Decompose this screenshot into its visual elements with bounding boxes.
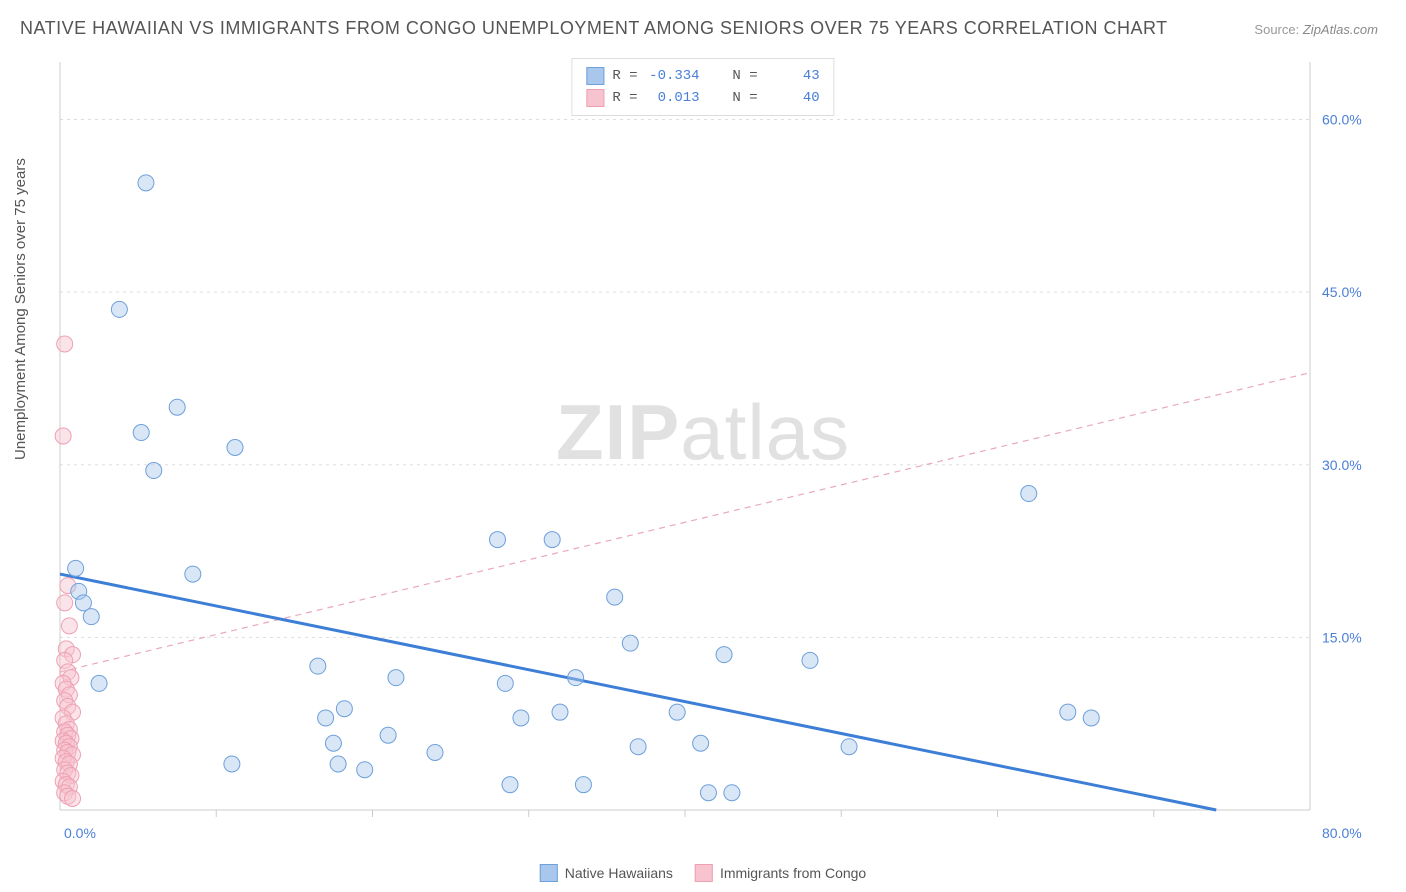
data-point [802, 652, 818, 668]
swatch-series-1 [586, 89, 604, 107]
trend-line [60, 373, 1310, 672]
data-point [1021, 486, 1037, 502]
data-point [568, 670, 584, 686]
data-point [724, 785, 740, 801]
data-point [1083, 710, 1099, 726]
data-point [133, 425, 149, 441]
source-label: Source: [1254, 22, 1299, 37]
data-point [111, 301, 127, 317]
data-point [380, 727, 396, 743]
data-point [55, 428, 71, 444]
data-point [427, 744, 443, 760]
data-point [575, 777, 591, 793]
swatch-legend-0 [540, 864, 558, 882]
data-point [310, 658, 326, 674]
scatter-chart-svg: 15.0% 30.0% 45.0% 60.0% 0.0% 80.0% [50, 52, 1380, 852]
y-tick-label: 15.0% [1322, 629, 1362, 645]
trend-line [60, 574, 1216, 810]
data-point [325, 735, 341, 751]
data-point [68, 560, 84, 576]
legend-label-1: Immigrants from Congo [720, 865, 866, 881]
data-point [83, 609, 99, 625]
legend-item-1: Immigrants from Congo [695, 864, 866, 882]
data-point [57, 595, 73, 611]
data-point [388, 670, 404, 686]
data-point [224, 756, 240, 772]
data-point [227, 440, 243, 456]
data-point [693, 735, 709, 751]
data-point [330, 756, 346, 772]
r-prefix: R = [612, 87, 637, 109]
data-point [669, 704, 685, 720]
data-point [497, 675, 513, 691]
chart-area: 15.0% 30.0% 45.0% 60.0% 0.0% 80.0% [50, 52, 1380, 852]
source-attribution: Source: ZipAtlas.com [1254, 22, 1378, 37]
source-value: ZipAtlas.com [1303, 22, 1378, 37]
data-point [607, 589, 623, 605]
r-prefix: R = [612, 65, 637, 87]
n-prefix: N = [732, 65, 757, 87]
r-value-1: 0.013 [646, 87, 700, 109]
data-point [169, 399, 185, 415]
r-value-0: -0.334 [646, 65, 700, 87]
swatch-legend-1 [695, 864, 713, 882]
data-point [146, 463, 162, 479]
correlation-row-0: R = -0.334 N = 43 [586, 65, 819, 87]
data-point [630, 739, 646, 755]
correlation-row-1: R = 0.013 N = 40 [586, 87, 819, 109]
n-value-0: 43 [766, 65, 820, 87]
data-point [700, 785, 716, 801]
y-tick-label: 60.0% [1322, 112, 1362, 128]
data-point [91, 675, 107, 691]
data-point [513, 710, 529, 726]
chart-title: NATIVE HAWAIIAN VS IMMIGRANTS FROM CONGO… [20, 18, 1168, 39]
n-value-1: 40 [766, 87, 820, 109]
data-point [185, 566, 201, 582]
data-point [65, 790, 81, 806]
data-point [357, 762, 373, 778]
data-point [61, 618, 77, 634]
data-point [138, 175, 154, 191]
data-point [1060, 704, 1076, 720]
series-legend: Native Hawaiians Immigrants from Congo [540, 864, 866, 882]
y-tick-label: 30.0% [1322, 457, 1362, 473]
x-tick-label: 80.0% [1322, 825, 1362, 841]
data-point [716, 647, 732, 663]
data-point [544, 532, 560, 548]
data-point [552, 704, 568, 720]
y-tick-label: 45.0% [1322, 284, 1362, 300]
y-axis-label: Unemployment Among Seniors over 75 years [12, 158, 29, 460]
data-point [502, 777, 518, 793]
data-point [336, 701, 352, 717]
data-point [318, 710, 334, 726]
data-point [622, 635, 638, 651]
x-tick-label: 0.0% [64, 825, 96, 841]
data-point [490, 532, 506, 548]
data-point [57, 336, 73, 352]
swatch-series-0 [586, 67, 604, 85]
legend-item-0: Native Hawaiians [540, 864, 673, 882]
data-point [75, 595, 91, 611]
n-prefix: N = [732, 87, 757, 109]
legend-label-0: Native Hawaiians [565, 865, 673, 881]
data-point [841, 739, 857, 755]
correlation-legend: R = -0.334 N = 43 R = 0.013 N = 40 [571, 58, 834, 116]
